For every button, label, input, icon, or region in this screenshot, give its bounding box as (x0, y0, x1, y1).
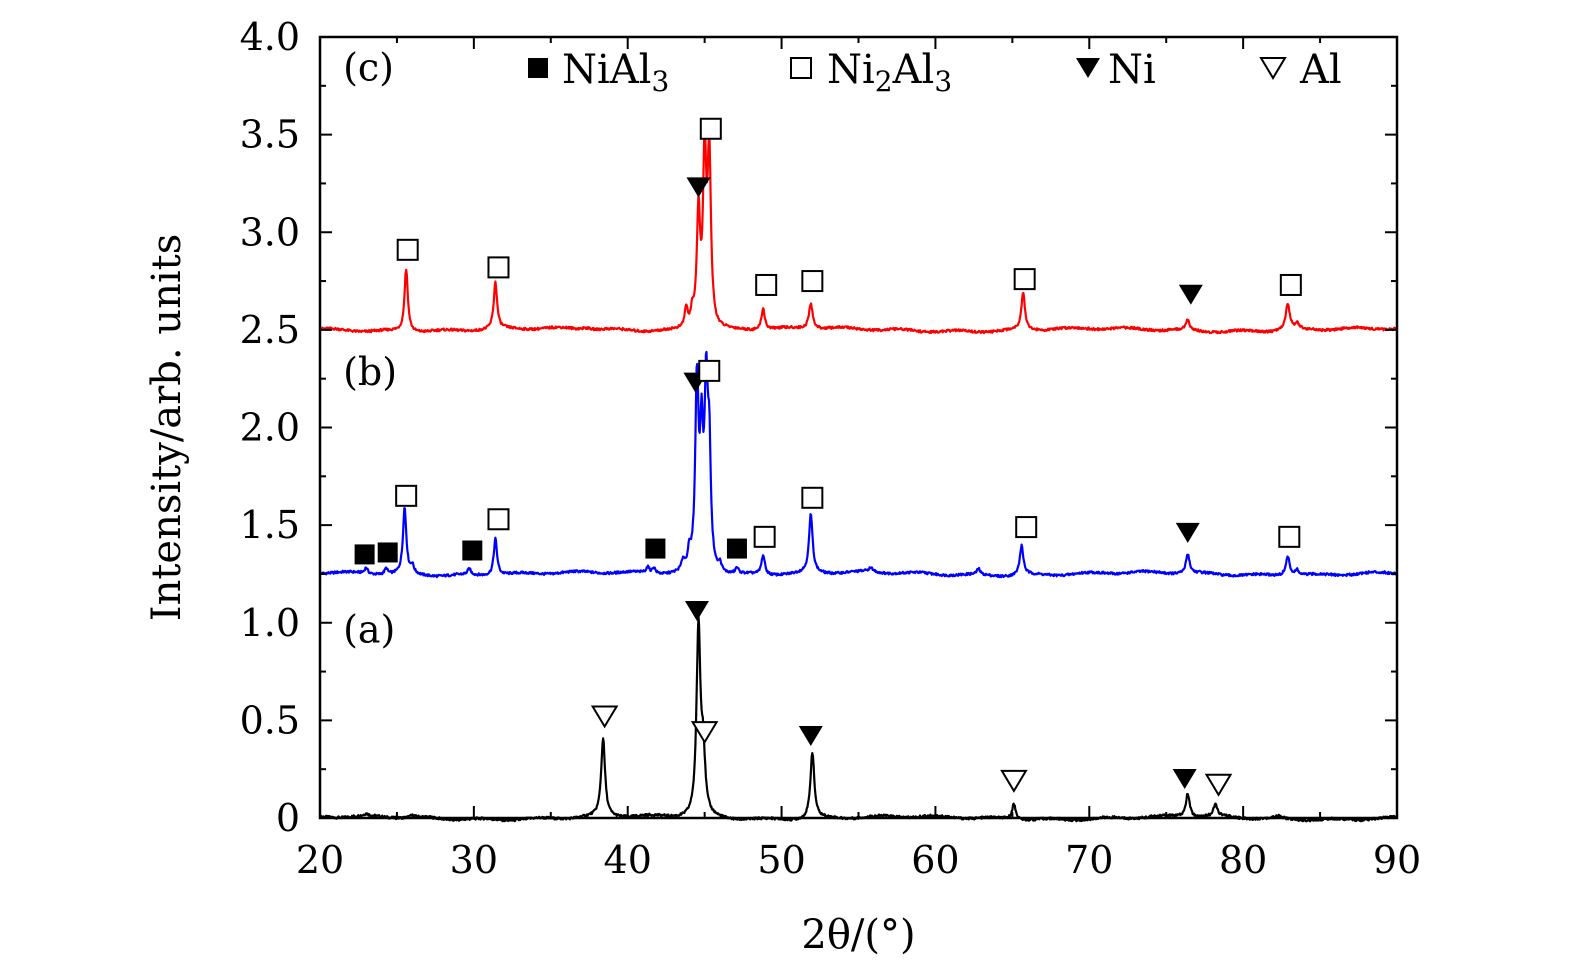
series-line-b (319, 350, 1399, 579)
series-line-a (318, 615, 1398, 823)
x-tick-label: 30 (450, 838, 498, 882)
marker-open-square (801, 270, 824, 293)
y-tick-label: 0 (276, 796, 300, 840)
x-tick-label: 90 (1373, 838, 1421, 882)
marker-open-triangle (590, 705, 619, 729)
marker-filled-triangle (1172, 768, 1197, 789)
marker-filled-triangle (684, 601, 709, 622)
y-axis-title: Intensity/arb. units (144, 234, 190, 621)
legend-marker-filled-square (528, 58, 548, 78)
axes: 20 30 40 50 60 70 80 90 0 0.5 1.0 1.5 2.0 2.5 3.0 3.5 4.… (144, 15, 1421, 958)
marker-open-square (396, 238, 419, 261)
x-tick-label: 60 (911, 838, 959, 882)
marker-open-triangle (1204, 773, 1233, 797)
y-tick-label: 4.0 (240, 15, 300, 59)
marker-open-square (1015, 516, 1038, 539)
y-tick-label: 2.5 (240, 308, 300, 352)
marker-open-square (698, 359, 721, 382)
marker-filled-triangle (1178, 284, 1203, 305)
legend: NiAl3 Ni2Al3 Ni Al (528, 47, 1342, 98)
marker-open-square (755, 273, 778, 296)
x-axis-title: 2θ/(°) (801, 912, 915, 958)
marker-open-square (801, 486, 824, 509)
legend-marker-filled-triangle (1076, 58, 1100, 78)
legend-label-2: Ni (1108, 47, 1156, 93)
y-tick-label: 2.0 (240, 406, 300, 450)
marker-open-square (753, 525, 776, 548)
marker-filled-triangle (1175, 522, 1200, 543)
marker-filled-square (462, 540, 483, 561)
series-line-c (319, 126, 1398, 335)
x-tick-label: 70 (1065, 838, 1113, 882)
panel-label-b: (b) (343, 350, 397, 394)
legend-label-0: NiAl3 (562, 47, 669, 98)
peak-markers (354, 117, 1302, 797)
y-tick-label: 3.5 (240, 113, 300, 157)
y-tick-label: 1.0 (240, 601, 300, 645)
legend-marker-open-triangle (1259, 57, 1287, 80)
x-tick-label: 50 (757, 838, 805, 882)
series-layer (318, 126, 1399, 823)
y-tick-label: 3.0 (240, 210, 300, 254)
marker-open-square (395, 484, 418, 507)
marker-open-square (1279, 273, 1302, 296)
marker-open-square (1278, 525, 1301, 548)
marker-filled-square (354, 544, 375, 565)
x-tick-label: 80 (1219, 838, 1267, 882)
panel-label-a: (a) (343, 608, 395, 652)
marker-filled-square (645, 538, 666, 559)
legend-marker-open-square (790, 57, 812, 79)
panel-label-c: (c) (343, 45, 394, 89)
y-tick-label: 1.5 (240, 503, 300, 547)
marker-filled-triangle (686, 177, 711, 198)
legend-label-1: Ni2Al3 (827, 47, 952, 98)
legend-label-3: Al (1299, 47, 1342, 93)
marker-open-triangle (690, 721, 719, 745)
marker-filled-square (377, 542, 398, 563)
marker-open-square (1013, 268, 1036, 291)
x-tick-label: 20 (296, 838, 344, 882)
marker-open-square (487, 256, 510, 279)
y-tick-label: 0.5 (240, 698, 300, 742)
marker-open-square (487, 508, 510, 531)
x-tick-label: 40 (604, 838, 652, 882)
panel-labels: (a) (b) (c) (343, 45, 397, 651)
marker-filled-triangle (798, 725, 823, 746)
marker-open-triangle (1000, 769, 1028, 793)
plot-frame (318, 35, 1399, 820)
marker-filled-square (726, 538, 747, 559)
marker-open-square (699, 117, 722, 140)
